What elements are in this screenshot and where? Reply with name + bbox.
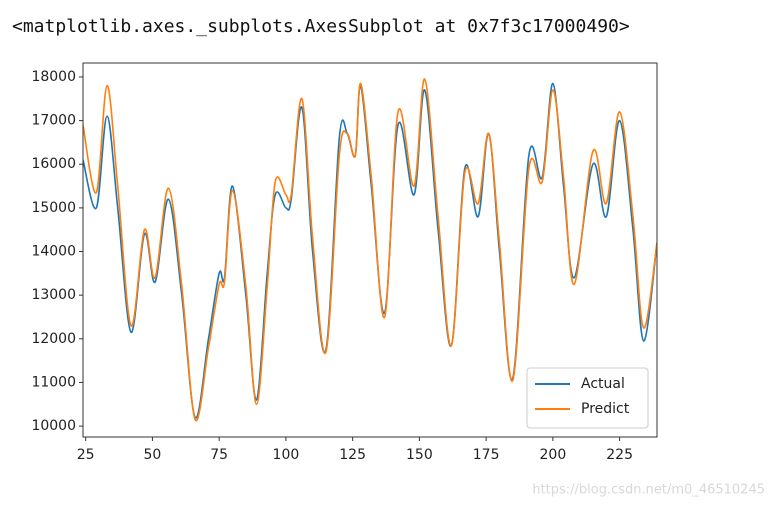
y-tick-label: 12000 [31, 331, 76, 347]
x-tick-label: 100 [273, 447, 300, 463]
x-tick-label: 175 [473, 447, 500, 463]
y-tick-label: 18000 [31, 69, 76, 85]
output-header: <matplotlib.axes._subplots.AxesSubplot a… [12, 16, 630, 37]
x-tick-label: 225 [606, 447, 633, 463]
watermark: https://blog.csdn.net/m0_46510245 [532, 483, 765, 498]
data-line [83, 78, 657, 422]
y-tick-label: 17000 [31, 113, 76, 129]
x-tick-label: 125 [339, 447, 366, 463]
y-tick-label: 11000 [31, 374, 76, 390]
plot-frame [82, 62, 658, 438]
y-tick-label: 14000 [31, 244, 76, 260]
y-tick-label: 16000 [31, 156, 76, 172]
y-tick-label: 15000 [31, 200, 76, 216]
y-tick-label: 13000 [31, 287, 76, 303]
legend-label: Predict [581, 401, 630, 417]
x-tick-label: 200 [540, 447, 567, 463]
x-tick-label: 50 [143, 447, 161, 463]
y-tick-label: 10000 [31, 418, 76, 434]
x-tick-label: 75 [210, 447, 228, 463]
x-tick-label: 150 [406, 447, 433, 463]
x-tick-label: 25 [77, 447, 95, 463]
legend-label: Actual [581, 376, 625, 392]
